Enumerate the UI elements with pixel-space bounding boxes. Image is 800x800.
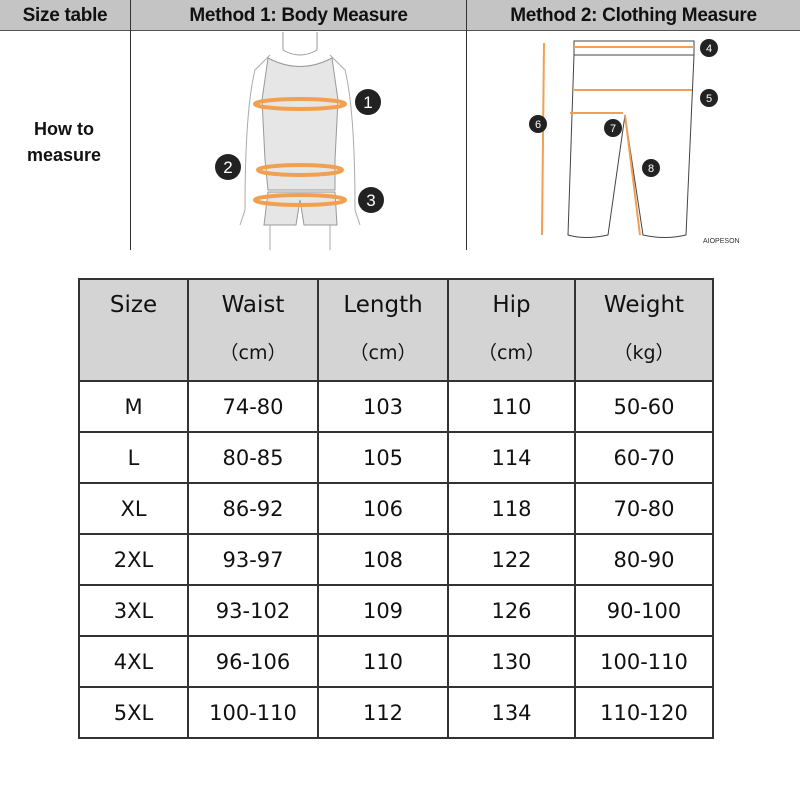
table-row: 2XL 93-97 108 122 80-90 xyxy=(78,533,714,586)
table-cell: 110 xyxy=(447,380,576,433)
table-cell: L xyxy=(78,431,189,484)
table-cell: 112 xyxy=(317,686,449,739)
table-cell: 118 xyxy=(447,482,576,535)
header-length: Length （cm） xyxy=(317,278,449,382)
table-cell: 5XL xyxy=(78,686,189,739)
table-cell: 2XL xyxy=(78,533,189,586)
table-cell: 50-60 xyxy=(574,380,714,433)
table-cell: 110 xyxy=(317,635,449,688)
header-waist: Waist （cm） xyxy=(187,278,319,382)
table-cell: M xyxy=(78,380,189,433)
table-cell: 93-102 xyxy=(187,584,319,637)
marker-1: 1 xyxy=(363,93,372,112)
body-measure-illustration: 1 2 3 xyxy=(215,32,384,250)
table-cell: 126 xyxy=(447,584,576,637)
table-cell: 130 xyxy=(447,635,576,688)
table-cell: 93-97 xyxy=(187,533,319,586)
table-cell: 122 xyxy=(447,533,576,586)
table-cell: 100-110 xyxy=(187,686,319,739)
table-row: L 80-85 105 114 60-70 xyxy=(78,431,714,484)
table-cell: 103 xyxy=(317,380,449,433)
marker-8: 8 xyxy=(648,163,654,175)
watermark: AIOPESON xyxy=(703,238,740,245)
table-cell: 134 xyxy=(447,686,576,739)
table-cell: 100-110 xyxy=(574,635,714,688)
table-row: 3XL 93-102 109 126 90-100 xyxy=(78,584,714,637)
table-row: 4XL 96-106 110 130 100-110 xyxy=(78,635,714,688)
table-cell: 3XL xyxy=(78,584,189,637)
table-cell: 80-90 xyxy=(574,533,714,586)
table-cell: 70-80 xyxy=(574,482,714,535)
table-cell: 114 xyxy=(447,431,576,484)
table-cell: 86-92 xyxy=(187,482,319,535)
table-cell: 80-85 xyxy=(187,431,319,484)
header-weight: Weight （kg） xyxy=(574,278,714,382)
how-to-measure-label: How to measure xyxy=(26,119,102,165)
how-to-measure-section: Size table Method 1: Body Measure Method… xyxy=(0,0,800,250)
table-cell: 110-120 xyxy=(574,686,714,739)
table-cell: 106 xyxy=(317,482,449,535)
header-size: Size xyxy=(78,278,189,382)
table-header-row: Size Waist （cm） Length （cm） Hip （cm） Weight… xyxy=(78,278,714,382)
header-method-1: Method 1: Body Measure xyxy=(131,0,466,31)
marker-5: 5 xyxy=(706,93,712,105)
marker-2: 2 xyxy=(223,158,232,177)
table-cell: 4XL xyxy=(78,635,189,688)
table-cell: 74-80 xyxy=(187,380,319,433)
table-cell: 60-70 xyxy=(574,431,714,484)
header-size-table: Size table xyxy=(0,0,130,31)
clothing-measure-illustration: 4 5 6 7 8 AIOPESON xyxy=(529,39,740,245)
marker-7: 7 xyxy=(610,123,616,135)
size-table: Size Waist （cm） Length （cm） Hip （cm） Weight… xyxy=(78,278,714,739)
marker-3: 3 xyxy=(366,191,375,210)
marker-4: 4 xyxy=(706,43,712,55)
marker-6: 6 xyxy=(535,119,541,131)
header-method-2: Method 2: Clothing Measure xyxy=(467,0,800,31)
table-cell: 109 xyxy=(317,584,449,637)
header-hip: Hip （cm） xyxy=(447,278,576,382)
table-row: 5XL 100-110 112 134 110-120 xyxy=(78,686,714,739)
table-row: XL 86-92 106 118 70-80 xyxy=(78,482,714,535)
table-cell: 90-100 xyxy=(574,584,714,637)
table-cell: 108 xyxy=(317,533,449,586)
table-cell: 96-106 xyxy=(187,635,319,688)
table-row: M 74-80 103 110 50-60 xyxy=(78,380,714,433)
table-cell: 105 xyxy=(317,431,449,484)
table-cell: XL xyxy=(78,482,189,535)
